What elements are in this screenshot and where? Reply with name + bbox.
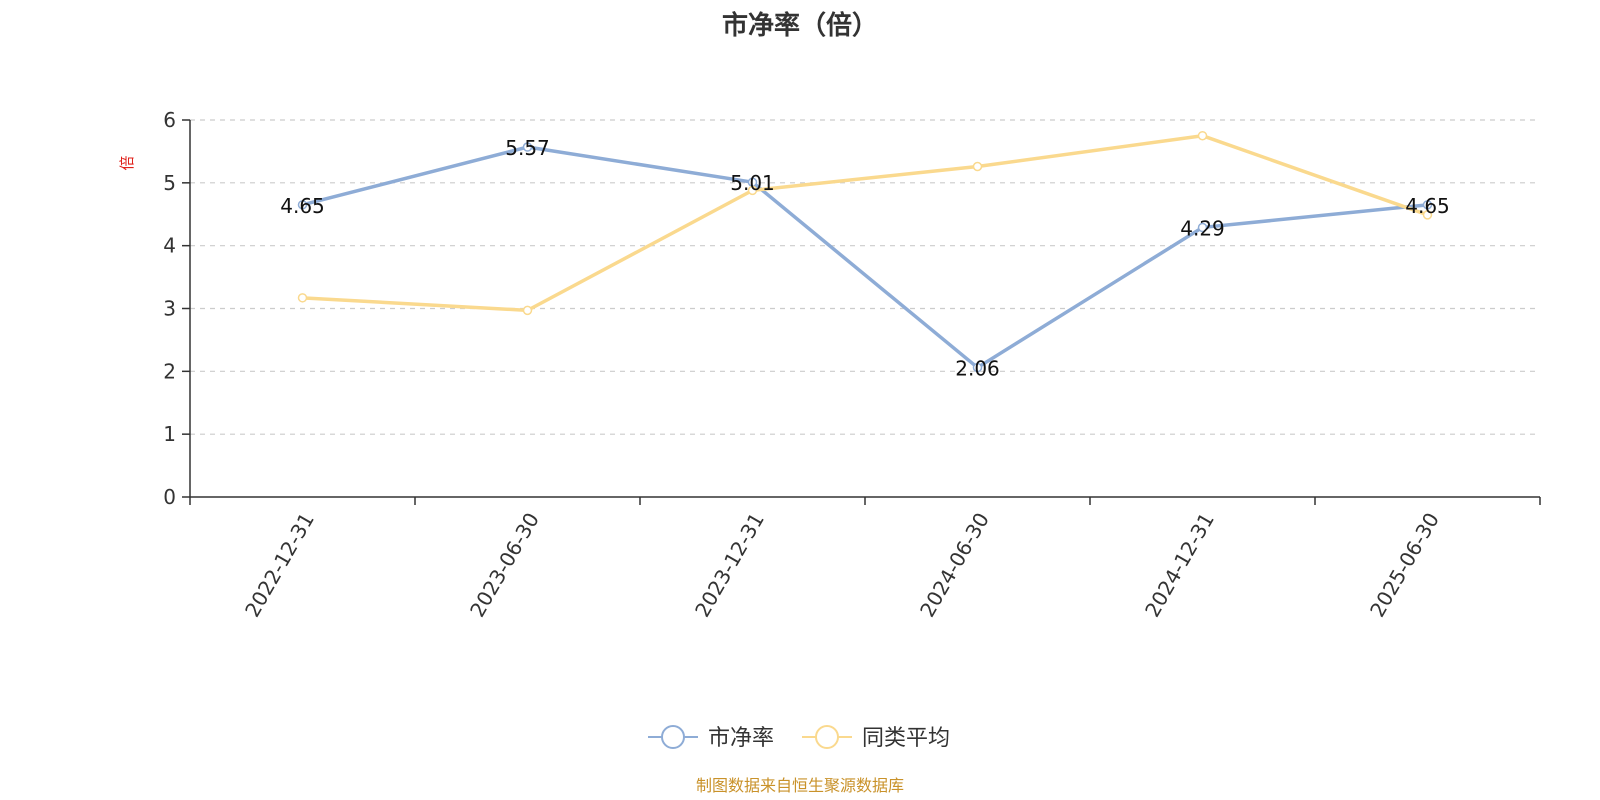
data-label: 5.57	[505, 136, 550, 160]
chart-title: 市净率（倍）	[722, 10, 878, 41]
data-label: 2.06	[955, 357, 1000, 381]
y-tick-label: 2	[163, 359, 176, 383]
x-tick-label: 2022-12-31	[240, 509, 319, 622]
grid-lines	[190, 119, 1540, 435]
y-tick-label: 4	[163, 234, 176, 258]
data-labels: 4.65 5.57 5.01 2.06 4.29 4.65	[280, 136, 1450, 381]
data-point	[522, 305, 533, 316]
legend-marker	[661, 725, 685, 749]
legend-label: 市净率	[708, 726, 774, 751]
legend[interactable]: 市净率 同类平均	[648, 725, 950, 751]
y-tick-label: 3	[163, 297, 176, 321]
data-point	[1422, 210, 1433, 220]
series-lines	[297, 130, 1433, 373]
data-label: 4.65	[280, 194, 325, 218]
x-tick-label: 2024-12-31	[1140, 509, 1219, 622]
legend-item-0[interactable]: 市净率	[648, 725, 774, 751]
data-point	[1422, 200, 1433, 210]
data-point	[747, 185, 758, 196]
x-tick-label: 2023-12-31	[690, 509, 769, 622]
data-point	[297, 293, 308, 303]
data-point	[522, 142, 533, 152]
legend-label: 同类平均	[862, 726, 950, 751]
y-tick-label: 5	[163, 171, 176, 195]
data-point	[297, 200, 308, 210]
legend-marker	[815, 725, 839, 749]
x-tick-label: 2023-06-30	[465, 509, 544, 622]
data-point	[1197, 222, 1208, 233]
series-line-1	[302, 133, 1429, 313]
y-tick-label: 0	[163, 485, 176, 509]
y-axis-unit: 倍	[118, 155, 136, 170]
y-tick-label: 1	[163, 422, 176, 446]
series-line-0	[302, 145, 1428, 370]
data-label: 5.01	[730, 171, 775, 195]
axes: 0 1 2 3 4 5 6 2022-12-31 2023-06-30 2023-12-31 202…	[163, 108, 1541, 622]
x-tick-label: 2024-06-30	[915, 509, 994, 622]
data-point	[972, 362, 983, 373]
data-point	[972, 161, 983, 172]
legend-item-1[interactable]: 同类平均	[802, 725, 950, 751]
data-label: 4.29	[1180, 216, 1225, 240]
y-tick-label: 6	[163, 108, 176, 132]
data-point	[1197, 130, 1208, 141]
data-label: 4.65	[1405, 194, 1450, 218]
data-source-note: 制图数据来自恒生聚源数据库	[696, 776, 904, 795]
x-tick-label: 2025-06-30	[1365, 509, 1444, 622]
